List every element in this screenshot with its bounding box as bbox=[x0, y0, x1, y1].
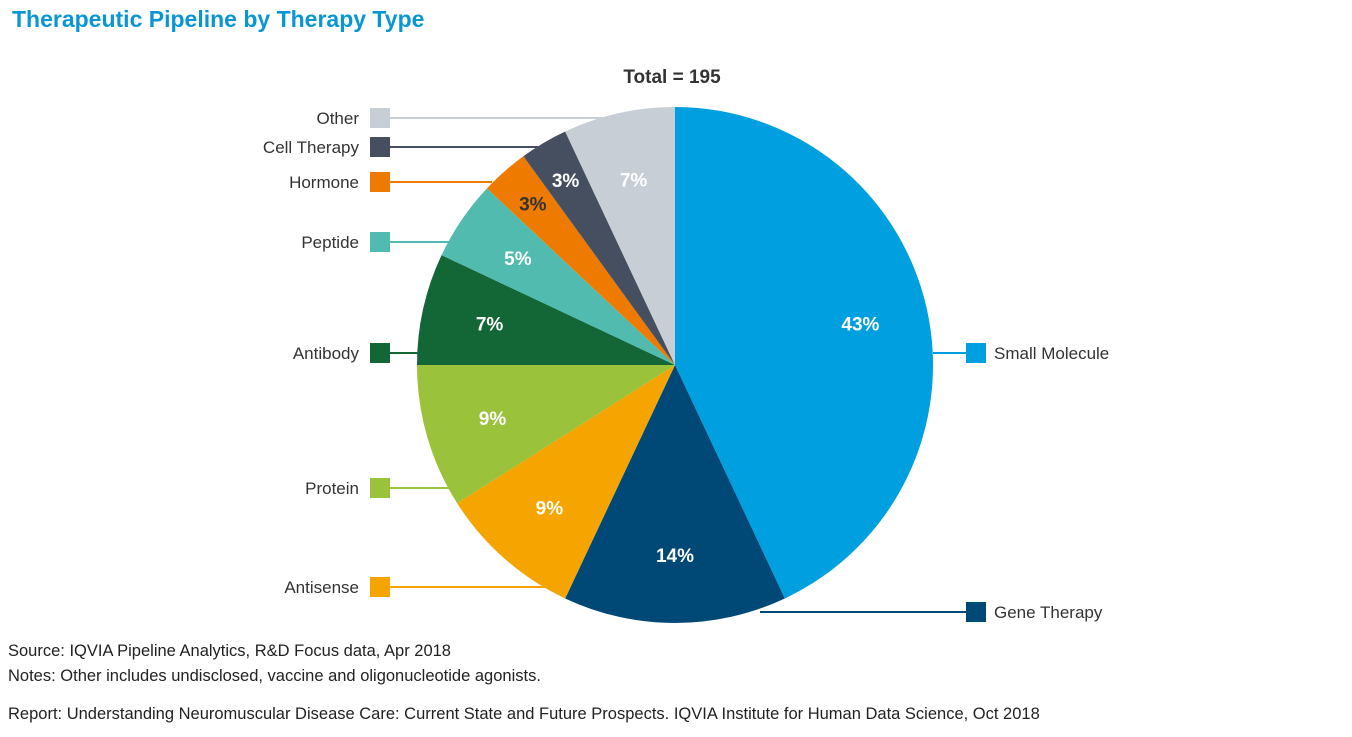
slice-label-antibody: 7% bbox=[476, 315, 504, 336]
chart-total: Total = 195 bbox=[623, 67, 721, 88]
legend-label-gene-therapy: Gene Therapy bbox=[994, 603, 1103, 622]
legend-swatch-antibody bbox=[370, 343, 390, 363]
pie-slice-hormone bbox=[486, 156, 675, 365]
pie-slice-antibody bbox=[417, 255, 675, 365]
pie-slice-gene-therapy bbox=[565, 365, 785, 624]
legend-swatch-cell-therapy bbox=[370, 137, 390, 157]
slice-label-cell-therapy: 3% bbox=[552, 171, 580, 192]
legend: Small Molecule Gene Therapy Antisense Prote… bbox=[263, 108, 1109, 622]
legend-swatch-hormone bbox=[370, 172, 390, 192]
legend-swatch-protein bbox=[370, 478, 390, 498]
slice-label-small-molecule: 43% bbox=[841, 315, 879, 336]
legend-label-antibody: Antibody bbox=[293, 344, 360, 363]
slice-label-antisense: 9% bbox=[536, 499, 564, 520]
legend-swatch-other bbox=[370, 108, 390, 128]
legend-label-peptide: Peptide bbox=[301, 233, 359, 252]
pie-slice-peptide bbox=[441, 188, 675, 365]
chart-title: Therapeutic Pipeline by Therapy Type bbox=[12, 6, 425, 32]
pie-chart: Total = 195 43% 14% 9% 9% 7% 5% 3%3% 7% Small M… bbox=[263, 67, 1109, 624]
legend-label-small-molecule: Small Molecule bbox=[994, 344, 1109, 363]
leader-lines bbox=[390, 117, 966, 613]
slice-label-protein: 9% bbox=[479, 409, 507, 430]
legend-swatch-peptide bbox=[370, 232, 390, 252]
pie-slices bbox=[417, 107, 934, 624]
legend-label-other: Other bbox=[316, 109, 359, 128]
slice-labels: 43% 14% 9% 9% 7% 5% 3%3% 7% bbox=[476, 171, 880, 567]
pie-slice-other bbox=[565, 107, 675, 365]
report-citation: Report: Understanding Neuromuscular Dise… bbox=[8, 705, 1040, 723]
legend-swatch-small-molecule bbox=[966, 343, 986, 363]
pie-slice-protein bbox=[417, 365, 675, 504]
pie-slice-antisense bbox=[457, 365, 675, 599]
legend-label-hormone: Hormone bbox=[289, 173, 359, 192]
slice-label-other: 7% bbox=[620, 171, 648, 192]
slice-label-gene-therapy: 14% bbox=[656, 546, 694, 567]
notes-text: Notes: Other includes undisclosed, vacci… bbox=[8, 667, 541, 685]
slice-label-hormone: 3% bbox=[519, 195, 547, 216]
legend-label-antisense: Antisense bbox=[284, 578, 359, 597]
pie-slice-small-molecule bbox=[675, 107, 934, 599]
legend-label-cell-therapy: Cell Therapy bbox=[263, 138, 360, 157]
legend-swatch-antisense bbox=[370, 577, 390, 597]
source-note: Source: IQVIA Pipeline Analytics, R&D Fo… bbox=[8, 642, 451, 660]
legend-label-protein: Protein bbox=[305, 479, 359, 498]
slice-label-peptide: 5% bbox=[504, 249, 532, 270]
legend-swatch-gene-therapy bbox=[966, 602, 986, 622]
pie-slice-cell-therapy bbox=[523, 131, 675, 365]
